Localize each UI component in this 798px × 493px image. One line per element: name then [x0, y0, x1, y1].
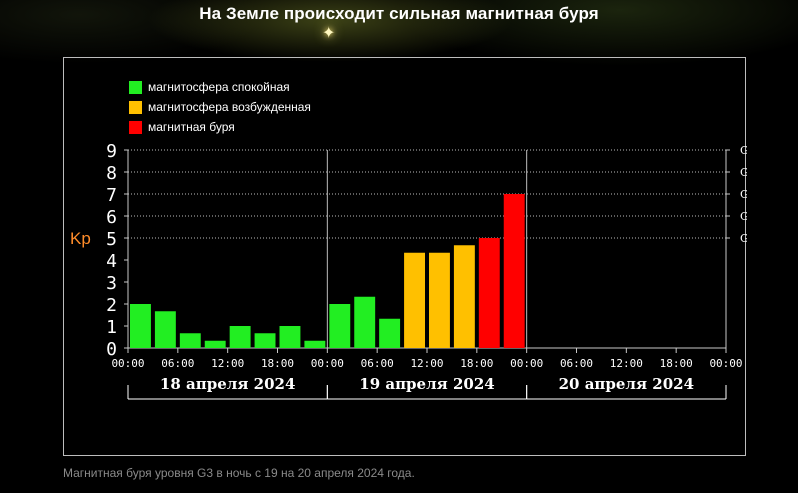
- legend-label-disturbed: магнитосфера возбужденная: [148, 100, 311, 114]
- x-tick-label: 00:00: [510, 357, 543, 370]
- kp-bar: [304, 340, 326, 348]
- y-tick-label: 3: [106, 273, 117, 294]
- x-tick-label: 00:00: [709, 357, 742, 370]
- y-tick-label: 6: [106, 207, 117, 228]
- x-tick-label: 12:00: [610, 357, 643, 370]
- kp-bar: [404, 252, 425, 348]
- chart-caption: Магнитная буря уровня G3 в ночь с 19 на …: [63, 466, 415, 480]
- kp-bar: [503, 194, 525, 348]
- kp-bar: [154, 311, 176, 348]
- day-label: 18 апреля 2024: [160, 375, 295, 393]
- y-tick-label: 7: [106, 185, 117, 206]
- y-tick-label: 4: [106, 251, 117, 272]
- g-scale-label-g5: G5: [740, 144, 747, 157]
- kp-bar: [379, 318, 401, 348]
- kp-bar: [254, 333, 276, 348]
- x-tick-label: 12:00: [410, 357, 443, 370]
- g-scale-label-g2: G2: [740, 210, 747, 223]
- kp-chart-panel: магнитосфера спокойная магнитосфера возб…: [63, 57, 747, 456]
- y-tick-label: 1: [106, 317, 117, 338]
- kp-bar: [429, 252, 450, 348]
- x-tick-label: 12:00: [211, 357, 244, 370]
- kp-bar: [130, 304, 151, 348]
- legend-swatch-disturbed: [129, 101, 142, 114]
- legend-label-storm: магнитная буря: [148, 120, 235, 134]
- kp-bar: [354, 296, 376, 348]
- x-tick-label: 18:00: [261, 357, 294, 370]
- kp-bar: [179, 333, 201, 348]
- kp-bar: [329, 304, 351, 348]
- kp-bar: [279, 326, 301, 348]
- kp-bar: [478, 238, 500, 348]
- kp-bar: [229, 326, 251, 348]
- y-tick-label: 5: [106, 229, 117, 250]
- g-scale-label-g3: G3: [740, 188, 747, 201]
- legend-swatch-storm: [129, 121, 142, 134]
- x-tick-label: 00:00: [311, 357, 344, 370]
- x-tick-label: 18:00: [660, 357, 693, 370]
- x-tick-label: 18:00: [460, 357, 493, 370]
- y-axis-label: Kp: [70, 229, 91, 248]
- x-tick-label: 00:00: [111, 357, 144, 370]
- kp-bar: [453, 245, 475, 348]
- y-tick-label: 2: [106, 295, 117, 316]
- g-scale-label-g4: G4: [740, 166, 747, 179]
- x-tick-label: 06:00: [560, 357, 593, 370]
- y-tick-label: 8: [106, 163, 117, 184]
- day-label: 20 апреля 2024: [559, 375, 694, 393]
- x-tick-label: 06:00: [361, 357, 394, 370]
- star-sparkle-icon: ✦: [322, 23, 336, 42]
- g-scale-label-g1: G1: [740, 232, 747, 245]
- y-tick-label: 0: [106, 339, 117, 360]
- page-headline: На Земле происходит сильная магнитная бу…: [199, 4, 599, 23]
- day-label: 19 апреля 2024: [359, 375, 494, 393]
- legend-label-quiet: магнитосфера спокойная: [148, 80, 290, 94]
- y-tick-label: 9: [106, 141, 117, 162]
- kp-bar: [204, 340, 226, 348]
- legend-swatch-quiet: [129, 81, 142, 94]
- x-tick-label: 06:00: [161, 357, 194, 370]
